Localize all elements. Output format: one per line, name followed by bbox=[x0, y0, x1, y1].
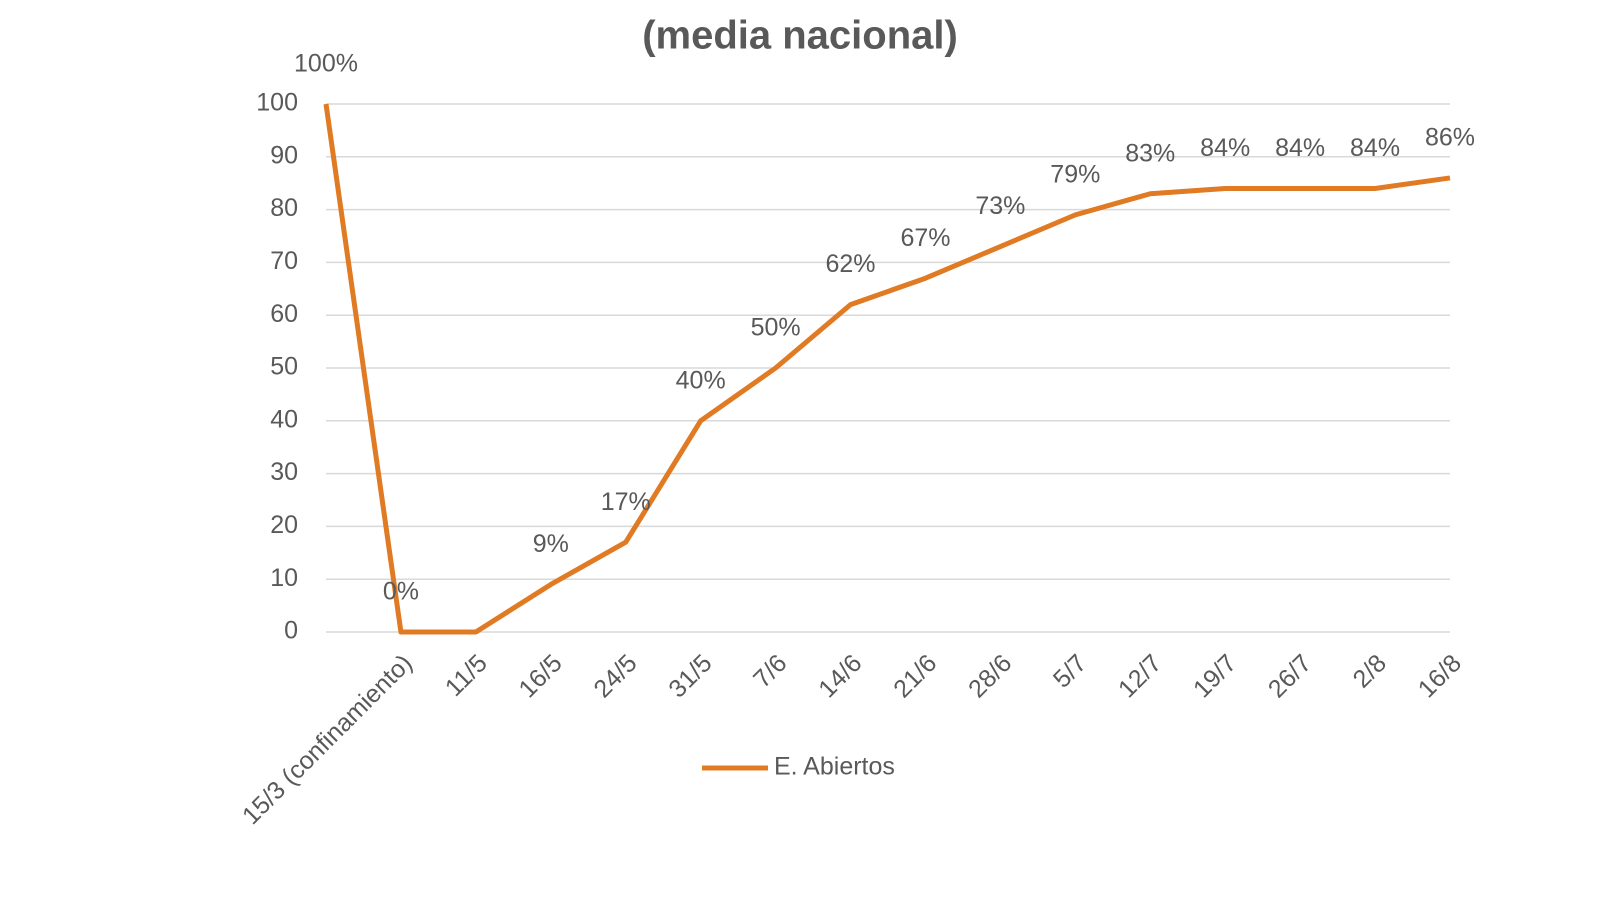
x-tick-label: 7/6 bbox=[748, 649, 792, 693]
x-tick-label: 15/3 (confinamiento) bbox=[237, 649, 418, 830]
data-label: 79% bbox=[1050, 160, 1100, 188]
x-tick-label: 19/7 bbox=[1188, 649, 1242, 703]
x-tick-label: 14/6 bbox=[813, 649, 867, 703]
data-label: 9% bbox=[533, 530, 569, 558]
x-tick-label: 31/5 bbox=[663, 649, 717, 703]
x-tick-label: 21/6 bbox=[888, 649, 942, 703]
y-tick-label: 90 bbox=[270, 141, 298, 169]
data-label: 67% bbox=[900, 224, 950, 252]
y-tick-label: 50 bbox=[270, 353, 298, 381]
data-label: 73% bbox=[975, 192, 1025, 220]
y-tick-label: 30 bbox=[270, 458, 298, 486]
data-label: 62% bbox=[826, 250, 876, 278]
x-tick-label: 24/5 bbox=[588, 649, 642, 703]
data-label: 50% bbox=[751, 314, 801, 342]
data-label: 17% bbox=[601, 488, 651, 516]
data-label: 0% bbox=[383, 578, 419, 606]
data-label: 84% bbox=[1350, 134, 1400, 162]
x-tick-label: 2/8 bbox=[1348, 649, 1392, 693]
x-tick-label: 26/7 bbox=[1263, 649, 1317, 703]
x-tick-label: 11/5 bbox=[440, 649, 493, 702]
data-label: 40% bbox=[676, 366, 726, 394]
data-label: 84% bbox=[1200, 134, 1250, 162]
x-tick-label: 5/7 bbox=[1048, 649, 1092, 693]
y-tick-label: 60 bbox=[270, 300, 298, 328]
x-tick-label: 12/7 bbox=[1113, 649, 1167, 703]
data-label: 83% bbox=[1125, 139, 1175, 167]
y-tick-label: 70 bbox=[270, 247, 298, 275]
y-tick-label: 80 bbox=[270, 194, 298, 222]
x-tick-label: 16/5 bbox=[514, 649, 568, 703]
x-tick-label: 28/6 bbox=[963, 649, 1017, 703]
x-tick-label: 16/8 bbox=[1413, 649, 1467, 703]
data-label: 86% bbox=[1425, 124, 1475, 152]
y-tick-label: 10 bbox=[270, 564, 298, 592]
chart-title: (media nacional) bbox=[642, 14, 958, 58]
y-tick-label: 20 bbox=[270, 511, 298, 539]
data-label: 84% bbox=[1275, 134, 1325, 162]
y-tick-label: 0 bbox=[284, 617, 298, 645]
y-tick-label: 40 bbox=[270, 405, 298, 433]
data-line bbox=[323, 103, 1451, 635]
legend-label: E. Abiertos bbox=[774, 753, 895, 781]
y-tick-label: 100 bbox=[256, 89, 298, 117]
data-label: 100% bbox=[294, 50, 358, 78]
